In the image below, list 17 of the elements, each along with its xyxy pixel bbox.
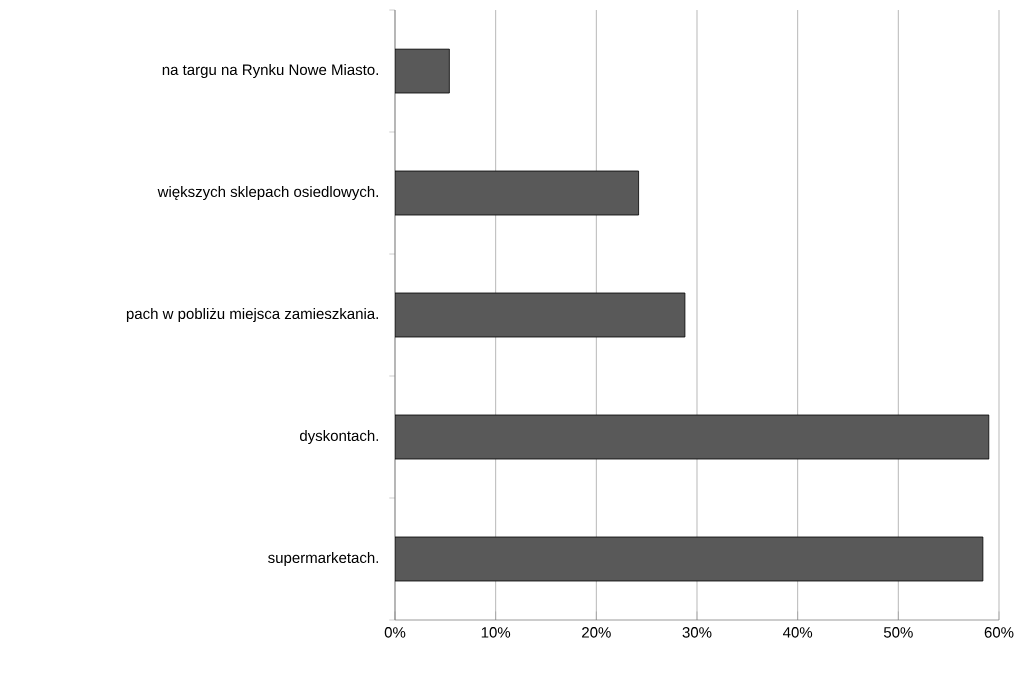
bar <box>395 292 686 338</box>
bar <box>395 170 640 216</box>
x-tick-label: 60% <box>984 627 1014 638</box>
y-tick-label: na targu na Rynku Nowe Miasto. <box>162 64 378 78</box>
x-tick-label: 10% <box>481 627 511 638</box>
y-tick-label: pach w pobliżu miejsca zamieszkania. <box>126 308 378 322</box>
y-tick-label: dyskontach. <box>299 430 379 444</box>
x-tick-label: 30% <box>682 627 712 638</box>
x-tick-label: 50% <box>883 627 913 638</box>
x-tick-label: 0% <box>384 627 406 638</box>
bar <box>395 536 984 582</box>
bar <box>395 48 450 94</box>
x-tick-label: 20% <box>582 627 611 638</box>
y-tick-label: supermarketach. <box>268 552 379 566</box>
x-tick-label: 40% <box>782 627 813 638</box>
y-tick-label: większych sklepach osiedlowych. <box>157 186 378 201</box>
bar <box>395 414 990 460</box>
